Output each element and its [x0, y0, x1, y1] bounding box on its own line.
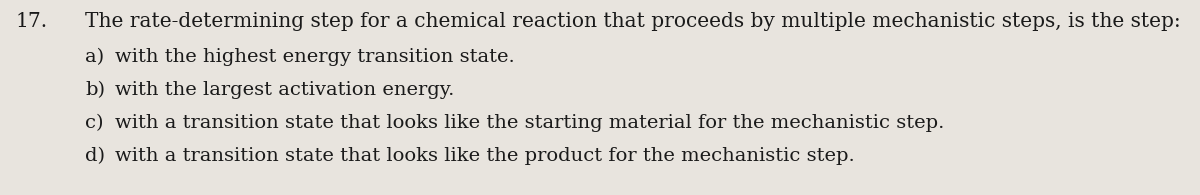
Text: d): d): [85, 147, 106, 165]
Text: a): a): [85, 48, 104, 66]
Text: c): c): [85, 114, 103, 132]
Text: b): b): [85, 81, 106, 99]
Text: The rate-determining step for a chemical reaction that proceeds by multiple mech: The rate-determining step for a chemical…: [85, 12, 1181, 31]
Text: with the highest energy transition state.: with the highest energy transition state…: [115, 48, 515, 66]
Text: 17.: 17.: [14, 12, 47, 31]
Text: with the largest activation energy.: with the largest activation energy.: [115, 81, 455, 99]
Text: with a transition state that looks like the starting material for the mechanisti: with a transition state that looks like …: [115, 114, 944, 132]
Text: with a transition state that looks like the product for the mechanistic step.: with a transition state that looks like …: [115, 147, 854, 165]
